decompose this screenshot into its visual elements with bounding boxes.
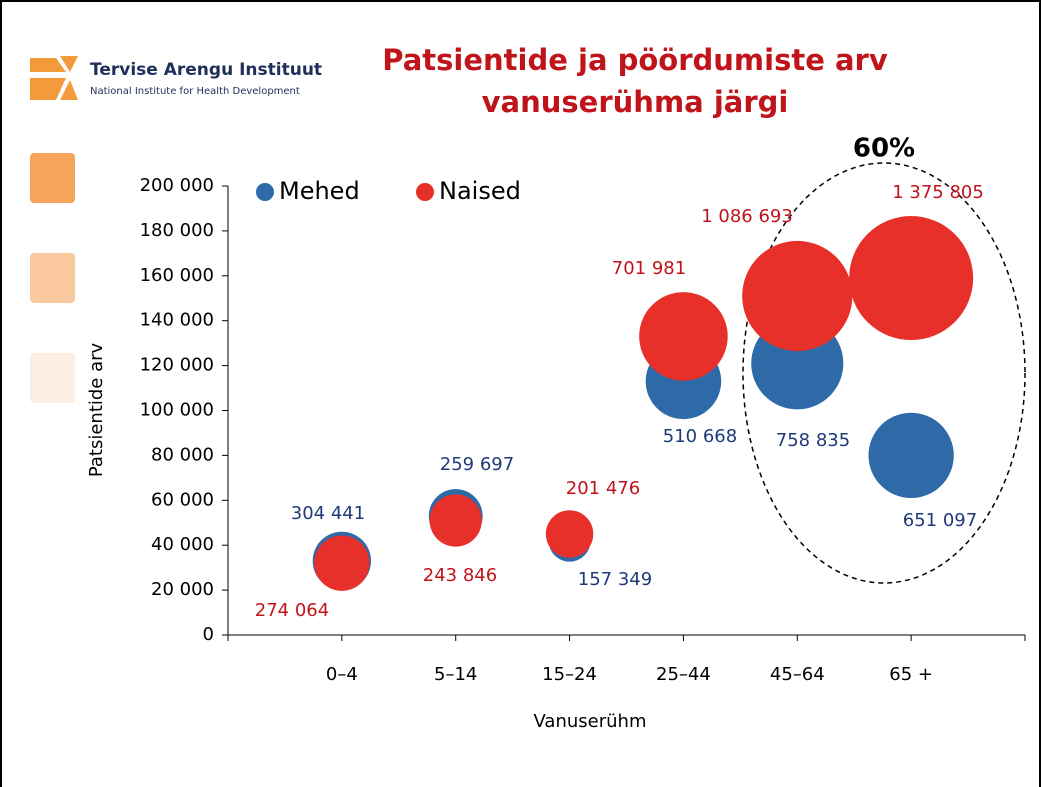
x-tick-label: 65 + xyxy=(889,664,933,685)
x-tick-label: 5–14 xyxy=(434,664,477,685)
data-label: 1 086 693 xyxy=(701,206,793,227)
data-label: 758 835 xyxy=(776,430,850,451)
x-tick-label: 15–24 xyxy=(542,664,597,685)
org-subtitle: National Institute for Health Developmen… xyxy=(90,86,300,97)
data-label: 701 981 xyxy=(612,258,686,279)
x-tick-label: 45–64 xyxy=(770,664,825,685)
y-tick-label: 180 000 xyxy=(140,220,214,241)
legend-marker xyxy=(416,183,434,201)
y-tick-label: 200 000 xyxy=(140,175,214,196)
data-label: 157 349 xyxy=(578,569,652,590)
data-label: 274 064 xyxy=(255,600,329,621)
chart-title: Patsientide ja pöördumiste arv xyxy=(382,43,888,77)
bubble xyxy=(429,494,482,547)
legend-marker xyxy=(256,183,274,201)
data-label: 243 846 xyxy=(423,565,497,586)
x-tick-label: 25–44 xyxy=(656,664,711,685)
highlight-ellipse xyxy=(742,162,1026,584)
bubble xyxy=(639,292,728,381)
legend-label: Mehed xyxy=(279,177,360,205)
x-tick-label: 0–4 xyxy=(326,664,358,685)
y-tick-label: 20 000 xyxy=(151,579,214,600)
y-tick-label: 80 000 xyxy=(151,444,214,465)
bubble xyxy=(545,510,594,558)
logo-icon xyxy=(30,56,78,100)
bubble xyxy=(849,216,974,341)
y-tick-label: 60 000 xyxy=(151,489,214,510)
y-tick-label: 40 000 xyxy=(151,534,214,555)
y-tick-label: 100 000 xyxy=(140,400,214,421)
data-label: 304 441 xyxy=(291,503,365,524)
y-tick-label: 160 000 xyxy=(140,265,214,286)
y-tick-label: 120 000 xyxy=(140,355,214,376)
legend-label: Naised xyxy=(439,177,521,205)
y-axis-label: Patsientide arv xyxy=(86,342,107,477)
org-name: Tervise Arengu Instituut xyxy=(90,60,322,80)
data-label: 510 668 xyxy=(663,426,737,447)
bubble xyxy=(742,240,853,352)
data-label: 201 476 xyxy=(566,478,640,499)
bubble xyxy=(868,412,954,499)
data-label: 1 375 805 xyxy=(892,182,984,203)
decor-square xyxy=(30,353,75,403)
data-label: 651 097 xyxy=(903,510,977,531)
decor-square xyxy=(30,153,75,203)
decor-square xyxy=(30,253,75,303)
annotation: 60% xyxy=(853,134,915,164)
bubble xyxy=(314,535,370,591)
chart-subtitle: vanuserühma järgi xyxy=(482,85,789,119)
x-axis-label: Vanuserühm xyxy=(534,711,647,732)
y-tick-label: 140 000 xyxy=(140,310,214,331)
data-label: 259 697 xyxy=(440,454,514,475)
y-tick-label: 0 xyxy=(203,624,214,645)
